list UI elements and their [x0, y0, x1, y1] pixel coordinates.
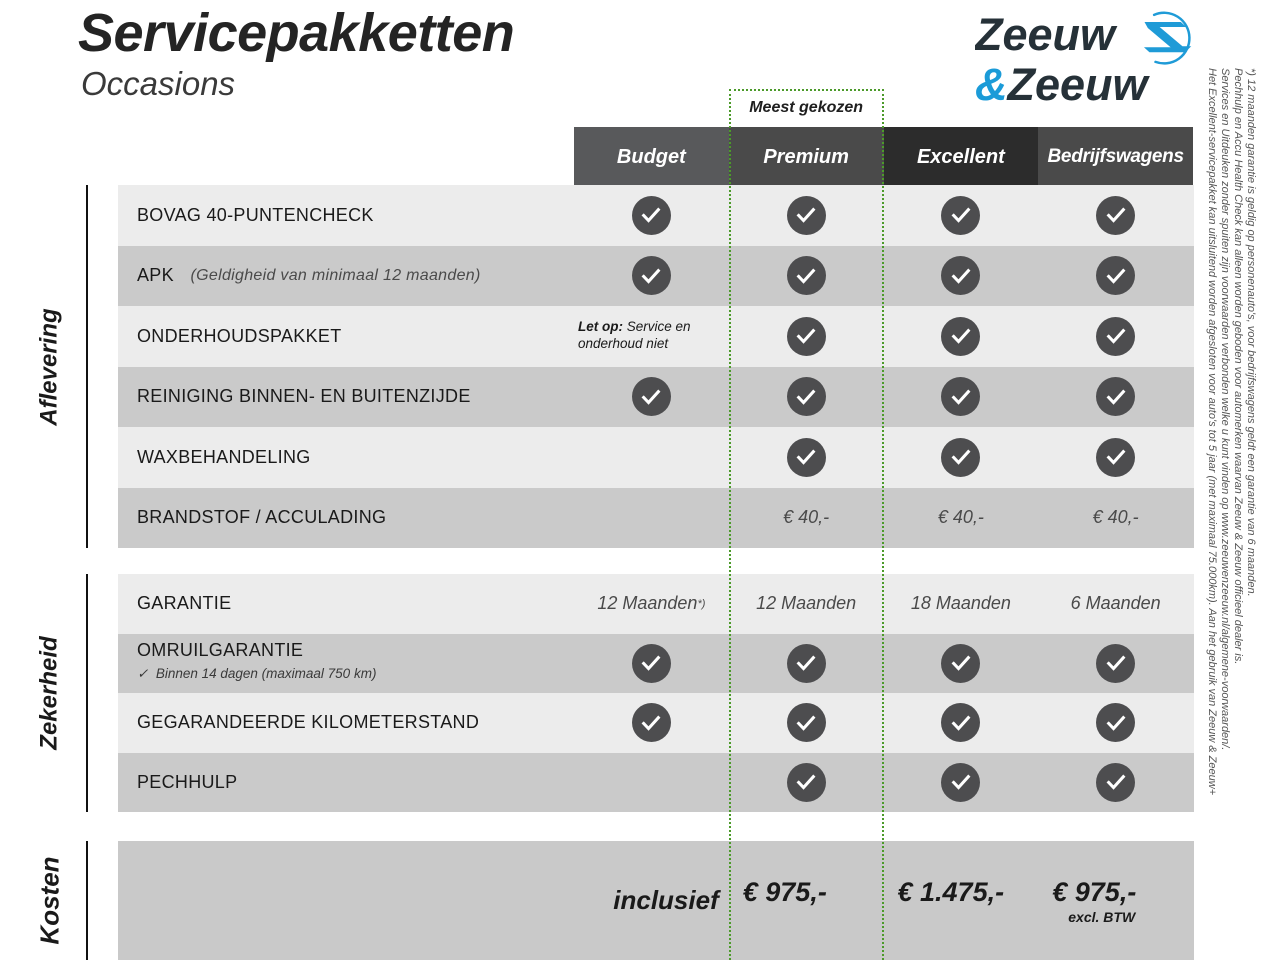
- svg-text:&Zeeuw: &Zeeuw: [975, 59, 1151, 108]
- svg-text:Zeeuw: Zeeuw: [975, 9, 1118, 60]
